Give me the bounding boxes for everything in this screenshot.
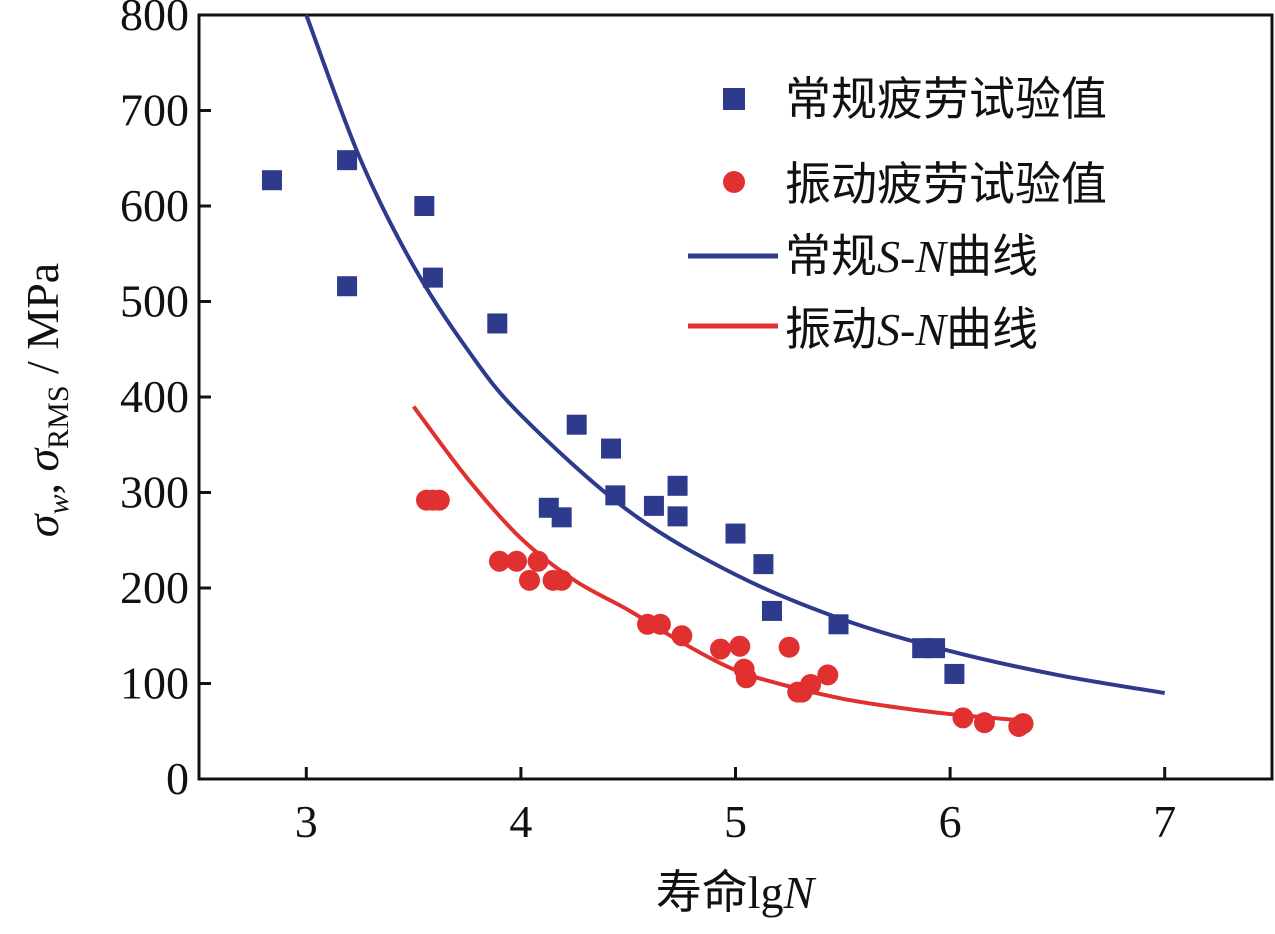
y-tick-label: 600 bbox=[120, 180, 189, 231]
conventional-test-point bbox=[667, 475, 688, 496]
conventional-test-point bbox=[753, 554, 774, 575]
y-axis-label: σw, σRMS / MPa bbox=[17, 263, 75, 537]
conventional-test-point bbox=[337, 150, 358, 171]
vibration-test-point bbox=[800, 673, 822, 695]
vibration-test-point bbox=[488, 550, 510, 572]
vibration-test-point bbox=[952, 707, 974, 729]
conventional-test-point bbox=[601, 438, 622, 459]
legend-label-conventional-test: 常规疲劳试验值 bbox=[785, 74, 1107, 125]
conventional-test-point bbox=[337, 276, 358, 297]
conventional-test-point bbox=[414, 196, 435, 216]
conventional-test-point bbox=[828, 614, 849, 635]
vibration-test-point bbox=[551, 569, 573, 591]
x-axis-label: 寿命lgN bbox=[656, 867, 817, 918]
y-tick-label: 100 bbox=[120, 658, 189, 709]
conventional-test-point bbox=[487, 313, 508, 334]
y-tick-label: 300 bbox=[120, 467, 189, 518]
y-tick-label: 200 bbox=[120, 562, 189, 613]
legend-circle-marker bbox=[723, 171, 745, 193]
vibration-test-point bbox=[649, 613, 671, 635]
y-tick-label: 500 bbox=[120, 276, 189, 327]
legend-label-vibration-test: 振动疲劳试验值 bbox=[785, 159, 1107, 210]
vibration-test-point bbox=[671, 625, 693, 647]
vibration-test-point bbox=[729, 635, 751, 657]
conventional-test-point bbox=[422, 267, 443, 288]
x-tick-label: 6 bbox=[939, 796, 962, 847]
curves bbox=[304, 14, 1166, 722]
conventional-test-point bbox=[566, 414, 587, 435]
x-tick-label: 4 bbox=[509, 796, 532, 847]
data-markers bbox=[261, 150, 1034, 737]
vibration-test-point bbox=[527, 550, 549, 572]
conventional-test-point bbox=[551, 507, 572, 528]
legend-square-marker bbox=[723, 88, 745, 110]
vibration-test-point bbox=[518, 569, 540, 591]
x-tick-label: 7 bbox=[1153, 796, 1176, 847]
vibration-test-point bbox=[778, 636, 800, 658]
vibration-sn-curve bbox=[411, 405, 1015, 722]
vibration-test-point bbox=[428, 489, 450, 511]
conventional-test-point bbox=[261, 170, 282, 191]
conventional-test-point bbox=[925, 638, 946, 659]
vibration-test-point bbox=[973, 712, 995, 734]
vibration-test-point bbox=[1012, 713, 1034, 735]
vibration-test-point bbox=[506, 550, 528, 572]
legend-label-conventional-curve: 常规S-N曲线 bbox=[785, 231, 1038, 282]
x-tick-label: 3 bbox=[295, 796, 318, 847]
conventional-test-point bbox=[725, 523, 746, 544]
x-tick-label: 5 bbox=[724, 796, 747, 847]
conventional-sn-curve bbox=[304, 14, 1166, 696]
y-tick-label: 400 bbox=[120, 371, 189, 422]
axis-ticks: 3 4 5 6 7 0 100 200 300 400 500 600 700 800 bbox=[120, 0, 1176, 847]
conventional-test-point bbox=[761, 600, 782, 621]
y-tick-label: 0 bbox=[166, 753, 189, 804]
conventional-test-point bbox=[667, 506, 688, 527]
conventional-test-point bbox=[944, 663, 965, 684]
legend-label-vibration-curve: 振动S-N曲线 bbox=[785, 304, 1038, 355]
vibration-test-point bbox=[709, 638, 731, 660]
y-tick-label: 700 bbox=[120, 85, 189, 136]
vibration-test-point bbox=[817, 664, 839, 686]
conventional-test-point bbox=[643, 495, 664, 516]
y-tick-label: 800 bbox=[120, 0, 189, 40]
conventional-test-point bbox=[605, 485, 626, 506]
vibration-test-point bbox=[735, 667, 757, 689]
legend: 常规疲劳试验值 振动疲劳试验值 常规S-N曲线 振动S-N曲线 bbox=[688, 74, 1107, 355]
